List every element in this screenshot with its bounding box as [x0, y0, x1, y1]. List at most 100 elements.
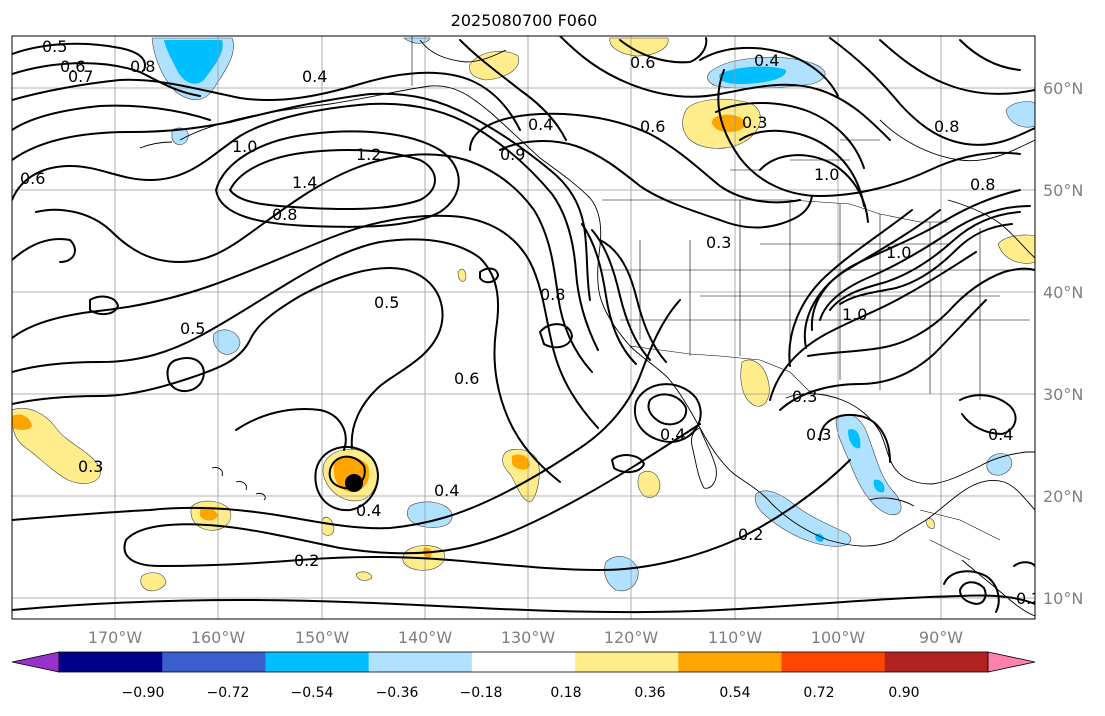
contour-line [12, 238, 561, 483]
contour-line [215, 130, 460, 228]
contour-line [559, 36, 891, 141]
lon-tick-label: 130°W [501, 628, 556, 647]
lon-tick-label: 90°W [919, 628, 963, 647]
contour-line [959, 394, 1017, 435]
contour-label: 0.7 [68, 67, 93, 86]
contour-line [819, 414, 891, 463]
contour-line [12, 104, 211, 131]
contour-line [459, 39, 567, 141]
colorbar-segment [265, 652, 370, 672]
shade-positive-strong [12, 414, 32, 430]
lon-tick-label: 160°W [191, 628, 246, 647]
contour-label: 0.4 [528, 115, 553, 134]
colorbar-segments [59, 652, 989, 672]
lat-tick-label: 60°N [1043, 79, 1083, 98]
contour-line [229, 149, 436, 211]
storm-center-marker [345, 474, 363, 492]
contour-line [12, 71, 521, 131]
contour-line [89, 295, 119, 316]
shade-positive [925, 518, 935, 529]
colorbar-tick-label: −0.36 [376, 685, 419, 701]
contour-label: 0.2 [1016, 589, 1041, 608]
contour-line [759, 154, 869, 223]
contour-line [591, 229, 651, 361]
contour-label: 0.6 [454, 369, 479, 388]
contour-label: 0.3 [792, 387, 817, 406]
colorbar-ticks: −0.90 −0.72 −0.54 −0.36 −0.18 0.18 0.36 … [122, 685, 920, 701]
contour-label: 0.2 [738, 525, 763, 544]
contour-line [12, 42, 146, 71]
shade-negative [171, 127, 189, 146]
map-title: 2025080700 F060 [451, 11, 598, 30]
colorbar-segment [59, 652, 163, 672]
contour-label: 0.8 [970, 175, 995, 194]
shade-positive-strong [512, 454, 530, 470]
contour-label: 0.4 [434, 481, 459, 500]
contour-line [123, 459, 851, 571]
contour-line [633, 383, 702, 443]
contour-label: 0.4 [356, 501, 381, 520]
contour-line [647, 393, 688, 426]
contour-line [599, 239, 667, 363]
lat-tick-label: 40°N [1043, 283, 1083, 302]
contour-line [717, 69, 1021, 197]
shade-negative [754, 490, 852, 547]
contour-label: 0.6 [640, 117, 665, 136]
colorbar-tick-label: −0.90 [122, 685, 165, 701]
contour-labels: 0.5 0.6 0.7 0.8 0.4 0.6 0.4 0.6 0.3 0.4 … [20, 37, 1041, 608]
lon-tick-label: 110°W [708, 628, 763, 647]
contour-label: 0.8 [540, 285, 565, 304]
contour-line [769, 251, 977, 401]
colorbar-tick-label: 0.36 [634, 685, 665, 701]
contour-line [1013, 561, 1035, 567]
lon-tick-label: 100°W [811, 628, 866, 647]
contour-label: 0.4 [988, 425, 1013, 444]
colorbar-extend-right [987, 651, 1036, 673]
coastlines [139, 39, 1035, 617]
colorbar: −0.90 −0.72 −0.54 −0.36 −0.18 0.18 0.36 … [11, 651, 1036, 701]
longitude-labels: 170°W 160°W 150°W 140°W 130°W 120°W 110°… [88, 628, 963, 647]
lat-tick-label: 10°N [1043, 589, 1083, 608]
lon-tick-label: 150°W [295, 628, 350, 647]
graticule [12, 36, 1035, 619]
contour-line [539, 323, 573, 349]
contour-line [12, 238, 76, 263]
map-frame [11, 35, 1036, 620]
contour-label: 0.9 [500, 145, 525, 164]
contour-line [499, 140, 813, 229]
contour-label: 0.4 [302, 67, 327, 86]
contour-line [12, 102, 599, 351]
colorbar-segment [884, 652, 989, 672]
shade-negative-strong [719, 66, 787, 84]
political-borders [411, 36, 1035, 561]
contour-line [12, 267, 444, 449]
contour-label: 1.0 [232, 137, 257, 156]
shade-negative [212, 329, 241, 355]
contour-line [803, 209, 941, 349]
shade-positive [355, 571, 373, 581]
contour-label: 0.8 [130, 57, 155, 76]
contour-label: 0.5 [42, 37, 67, 56]
colorbar-tick-label: 0.90 [888, 685, 919, 701]
contour-line [581, 223, 637, 365]
shade-positive [740, 359, 770, 407]
colorbar-segment [781, 652, 886, 672]
colorbar-tick-label: −0.18 [460, 685, 503, 701]
contour-label: 0.5 [180, 319, 205, 338]
contour-line [12, 92, 591, 301]
contour-label: 0.3 [742, 113, 767, 132]
contour-label: 0.5 [374, 293, 399, 312]
shade-positive [997, 234, 1035, 264]
contour-label: 1.2 [356, 145, 381, 164]
contour-line [35, 153, 593, 373]
contour-label: 0.3 [806, 425, 831, 444]
shade-positive [140, 572, 167, 592]
lon-tick-label: 120°W [604, 628, 659, 647]
contour-label: 0.6 [630, 53, 655, 72]
contour-line [166, 357, 205, 393]
contour-line [314, 445, 379, 512]
contour-line [943, 570, 1000, 613]
shade-negative-strong [164, 40, 223, 84]
